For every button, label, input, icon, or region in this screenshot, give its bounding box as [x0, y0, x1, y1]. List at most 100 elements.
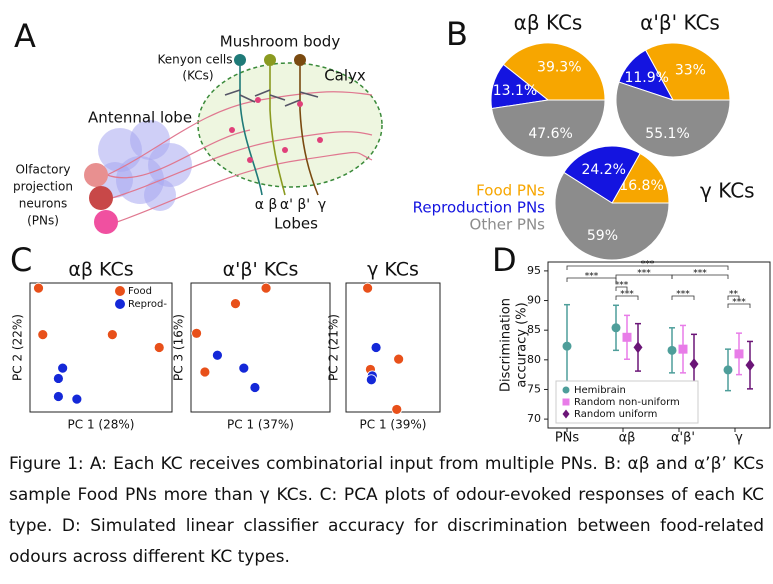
pie-value-label: 39.3%: [537, 60, 581, 76]
diagram-label: α' β': [280, 197, 310, 213]
legend-entry: Reprod-: [128, 299, 167, 310]
significance-label: ***: [732, 298, 746, 308]
legend-entry: Other PNs: [470, 216, 546, 234]
pie-wedge: [502, 42, 606, 101]
scatter-point: [37, 329, 49, 341]
legend-marker: [562, 398, 570, 406]
legend-entry: Hemibrain: [574, 385, 626, 396]
scatter-point: [199, 366, 211, 378]
scatter-point: [71, 393, 83, 405]
plot-title: αβ KCs: [68, 259, 133, 281]
panel-a-diagram: A Mushroom body Kenyon cells (KCs) Calyx…: [13, 17, 383, 234]
significance-label: ***: [585, 272, 599, 282]
significance-bracket: [727, 303, 751, 308]
diagram-label: γ: [318, 197, 326, 213]
y-tick-label: 80: [527, 353, 541, 366]
pie-title: γ KCs: [700, 179, 755, 203]
pn-body: [94, 210, 118, 234]
legend-entry: Random uniform: [574, 409, 657, 420]
y-axis-label: PC 2 (21%): [327, 314, 341, 381]
scatter-point: [249, 382, 261, 393]
diagram-label: Mushroom body: [220, 33, 341, 51]
legend-entry: Food PNs: [476, 182, 545, 200]
pie-wedge: [554, 171, 670, 261]
scatter-point: [230, 298, 241, 310]
data-point: [562, 341, 572, 351]
pie-value-label: 55.1%: [645, 126, 689, 142]
pie-wedge: [491, 99, 606, 158]
panel-label: C: [10, 241, 32, 279]
figure-caption: Figure 1: A: Each KC receives combinator…: [9, 454, 764, 567]
legend-entry: Random non-uniform: [574, 397, 680, 408]
y-tick-label: 95: [527, 264, 541, 277]
scatter-point: [33, 282, 44, 294]
significance-label: ***: [676, 290, 690, 300]
legend-marker: [562, 409, 570, 419]
legend-entry: Reproduction PNs: [413, 199, 546, 217]
significance-bracket: [615, 286, 628, 291]
y-axis-label: PC 3 (16%): [172, 314, 186, 381]
diagram-label: (KCs): [182, 69, 213, 83]
x-axis-label: PC 1 (28%): [68, 418, 135, 432]
x-tick-label: αβ: [619, 431, 636, 446]
scatter-point: [57, 362, 69, 374]
diagram-label: neurons: [19, 197, 67, 211]
y-axis-label: accuracy (%): [515, 302, 530, 387]
pie-value-label: 16.8%: [619, 178, 663, 194]
diagram-label: projection: [13, 180, 73, 194]
significance-bracket: [727, 295, 740, 300]
legend-marker: [115, 286, 125, 296]
pie-value-label: 59%: [587, 228, 618, 244]
scatter-point: [191, 327, 202, 339]
x-tick-label: PNs: [555, 431, 580, 446]
significance-bracket: [566, 265, 729, 270]
legend-marker: [115, 299, 125, 309]
data-point: [723, 365, 733, 375]
pie-value-label: 47.6%: [528, 126, 572, 142]
pie-wedge: [611, 152, 670, 204]
plot-frame: [547, 261, 771, 429]
significance-label: ***: [620, 290, 634, 300]
significance-label: **: [729, 290, 739, 300]
diagram-label: Lobes: [274, 215, 318, 233]
scatter-point: [212, 349, 223, 361]
x-tick-label: α'β': [671, 431, 695, 446]
pie-value-label: 13.1%: [493, 83, 537, 99]
plot-frame: [190, 282, 331, 413]
kc-axons: [224, 66, 319, 196]
data-point: [689, 358, 699, 370]
pie-wedge: [615, 81, 731, 158]
diagram-label: Antennal lobe: [88, 109, 192, 127]
y-axis-label: Discrimination: [499, 298, 514, 392]
scatter-point: [391, 404, 403, 415]
legend-box: [555, 380, 699, 424]
significance-bracket: [615, 295, 639, 300]
data-point: [622, 332, 632, 342]
data-point: [611, 323, 621, 333]
pie-value-label: 33%: [675, 63, 706, 79]
significance-label: ***: [637, 269, 651, 279]
panel-label: D: [492, 241, 517, 279]
pie-value-label: 11.9%: [624, 70, 668, 86]
scatter-point: [106, 329, 118, 341]
x-axis-label: PC 1 (37%): [227, 418, 294, 432]
pie-title: α'β' KCs: [640, 11, 720, 35]
significance-bracket: [671, 295, 695, 300]
pie-wedge: [563, 145, 641, 204]
plot-frame: [345, 282, 441, 413]
synapse-dots: [229, 97, 323, 163]
scatter-point: [153, 342, 165, 353]
significance-label: ***: [641, 260, 655, 270]
scatter-point: [53, 373, 64, 384]
significance-bracket: [671, 274, 729, 279]
significance-bracket: [566, 277, 617, 282]
figure: A Mushroom body Kenyon cells (KCs) Calyx…: [10, 11, 771, 446]
significance-label: ***: [693, 269, 707, 279]
y-tick-label: 70: [527, 412, 541, 425]
data-point: [667, 345, 677, 355]
scatter-point: [393, 353, 405, 365]
significance-label: ***: [615, 281, 629, 291]
diagram-label: Olfactory: [15, 163, 70, 177]
data-point: [678, 344, 688, 354]
